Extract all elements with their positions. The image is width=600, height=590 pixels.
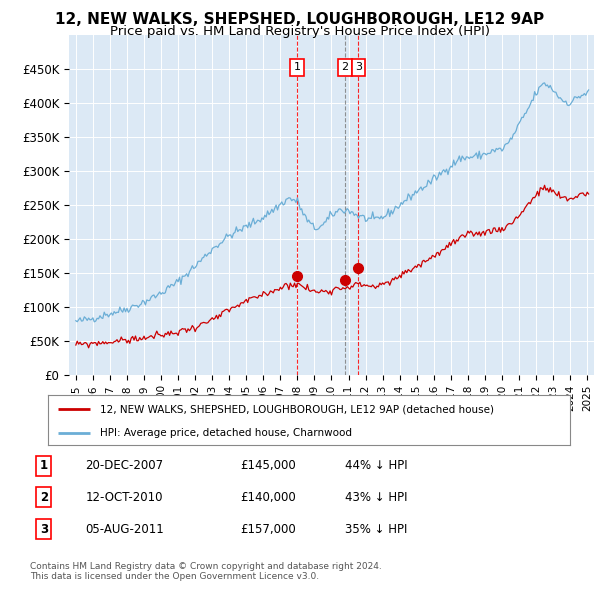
Text: 12, NEW WALKS, SHEPSHED, LOUGHBOROUGH, LE12 9AP (detached house): 12, NEW WALKS, SHEPSHED, LOUGHBOROUGH, L… <box>100 404 494 414</box>
Text: 12-OCT-2010: 12-OCT-2010 <box>85 490 163 504</box>
Text: 3: 3 <box>40 523 48 536</box>
Text: Contains HM Land Registry data © Crown copyright and database right 2024.
This d: Contains HM Land Registry data © Crown c… <box>30 562 382 581</box>
Text: £145,000: £145,000 <box>240 460 296 473</box>
Text: 35% ↓ HPI: 35% ↓ HPI <box>344 523 407 536</box>
Text: 43% ↓ HPI: 43% ↓ HPI <box>344 490 407 504</box>
Text: 1: 1 <box>40 460 48 473</box>
Text: 2: 2 <box>40 490 48 504</box>
Text: HPI: Average price, detached house, Charnwood: HPI: Average price, detached house, Char… <box>100 428 352 438</box>
Text: 2: 2 <box>341 63 349 73</box>
Text: 20-DEC-2007: 20-DEC-2007 <box>85 460 163 473</box>
Text: Price paid vs. HM Land Registry's House Price Index (HPI): Price paid vs. HM Land Registry's House … <box>110 25 490 38</box>
Text: £140,000: £140,000 <box>240 490 296 504</box>
Text: 12, NEW WALKS, SHEPSHED, LOUGHBOROUGH, LE12 9AP: 12, NEW WALKS, SHEPSHED, LOUGHBOROUGH, L… <box>55 12 545 27</box>
Text: 3: 3 <box>355 63 362 73</box>
Text: 44% ↓ HPI: 44% ↓ HPI <box>344 460 407 473</box>
Text: 05-AUG-2011: 05-AUG-2011 <box>85 523 164 536</box>
Text: £157,000: £157,000 <box>240 523 296 536</box>
Text: 1: 1 <box>293 63 301 73</box>
